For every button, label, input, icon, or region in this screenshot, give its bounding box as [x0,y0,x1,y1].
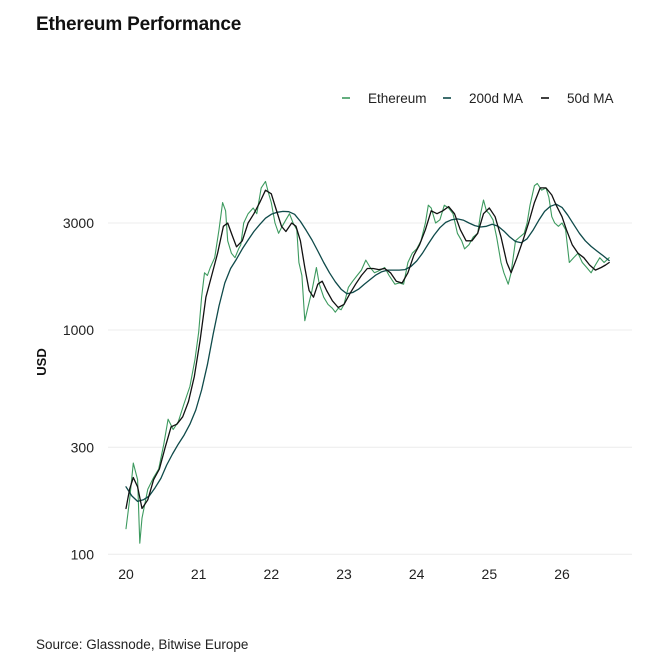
series-line-ethereum [125,180,610,544]
x-tick-label: 21 [191,566,207,582]
y-axis-ticks: 100 300 1000 3000 [63,215,94,562]
y-tick-label: 1000 [63,322,94,338]
chart-title: Ethereum Performance [36,14,242,35]
series-line-200d-ma [125,203,610,503]
legend-label-ethereum: Ethereum [368,91,427,106]
x-tick-label: 26 [554,566,570,582]
legend-label-200d-ma: 200d MA [469,91,523,106]
x-tick-label: 20 [118,566,134,582]
x-tick-label: 23 [336,566,352,582]
grid-lines [108,222,632,555]
x-axis-ticks: 20 21 22 23 24 25 26 [118,566,570,582]
y-tick-label: 300 [71,439,95,455]
x-tick-label: 24 [409,566,425,582]
legend-label-50d-ma: 50d MA [567,91,614,106]
x-tick-label: 25 [482,566,498,582]
source-note: Source: Glassnode, Bitwise Europe [36,637,249,652]
series-lines [125,180,610,544]
y-axis-label: USD [34,348,49,375]
legend: Ethereum 200d MA 50d MA [342,91,614,106]
y-tick-label: 3000 [63,215,94,231]
y-tick-label: 100 [71,546,95,562]
x-tick-label: 22 [264,566,280,582]
series-line-50d-ma [125,187,610,510]
